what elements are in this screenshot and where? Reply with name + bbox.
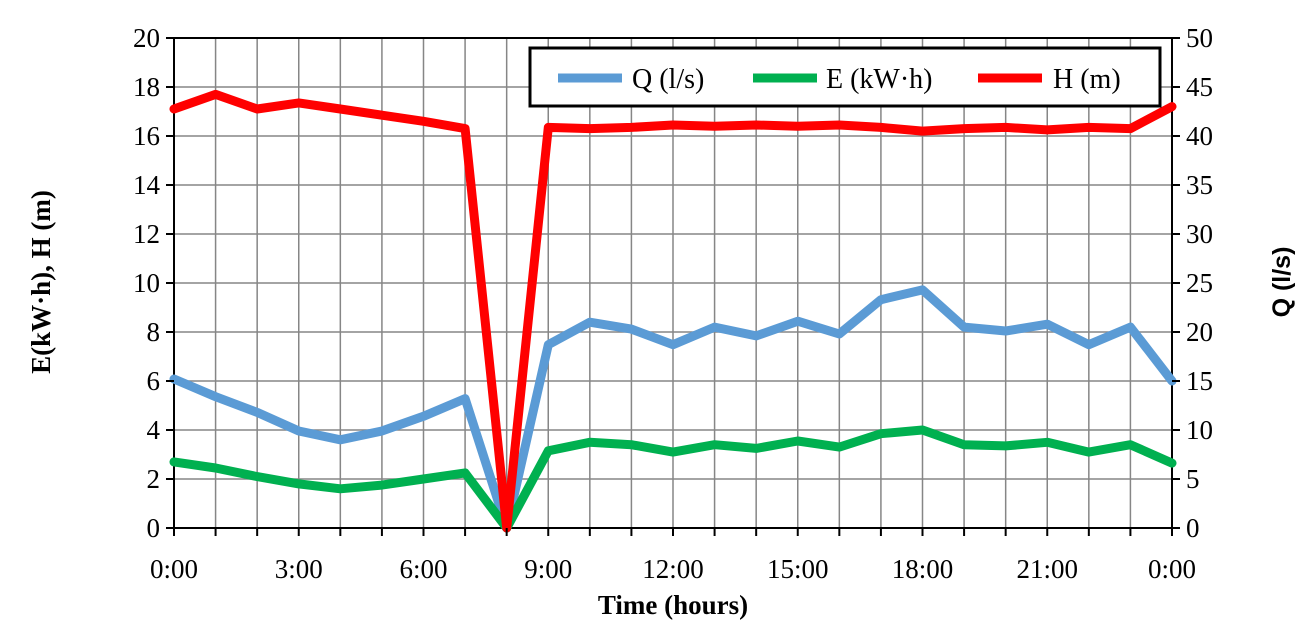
left-tick-label: 0	[147, 513, 161, 543]
left-tick-label: 16	[133, 121, 160, 151]
x-tick-label: 12:00	[642, 554, 704, 584]
left-tick-label: 12	[133, 219, 160, 249]
legend-label-e: E (kW·h)	[826, 64, 933, 95]
left-tick-label: 8	[147, 317, 161, 347]
series-line-e	[169, 425, 1177, 533]
legend-label-h: H (m)	[1053, 64, 1121, 95]
x-tick-label: 0:00	[150, 554, 198, 584]
right-tick-label: 0	[1186, 513, 1200, 543]
series-line-h	[169, 89, 1177, 533]
legend-box	[528, 46, 1162, 108]
right-tick-label: 40	[1186, 121, 1213, 151]
right-axis-ticks: 0 5 10 15 20 25 30 35 40 45 50	[1172, 23, 1213, 543]
left-axis-ticks: 0 2 4 6 8 10 12 14 16 18 20	[133, 23, 174, 543]
x-tick-label: 15:00	[767, 554, 829, 584]
right-tick-label: 5	[1186, 464, 1200, 494]
left-tick-label: 2	[147, 464, 161, 494]
left-tick-label: 18	[133, 72, 160, 102]
x-tick-label: 18:00	[892, 554, 954, 584]
right-tick-label: 10	[1186, 415, 1213, 445]
right-tick-label: 25	[1186, 268, 1213, 298]
left-tick-label: 6	[147, 366, 161, 396]
x-axis-ticks: 0:00 3:00 6:00 9:00 12:00 15:00 18:00 21:00 0:00	[150, 528, 1196, 584]
left-tick-label: 10	[133, 268, 160, 298]
legend: Q (l/s) E (kW·h) H (m)	[528, 46, 1162, 108]
x-tick-label: 0:00	[1148, 554, 1196, 584]
right-axis-title: Q (l/s)	[1268, 247, 1296, 318]
x-tick-label: 3:00	[275, 554, 323, 584]
left-tick-label: 4	[147, 415, 161, 445]
right-tick-label: 50	[1186, 23, 1213, 53]
left-tick-label: 14	[133, 170, 161, 200]
right-tick-label: 15	[1186, 366, 1213, 396]
x-tick-label: 9:00	[524, 554, 572, 584]
x-tick-label: 21:00	[1016, 554, 1078, 584]
right-tick-label: 45	[1186, 72, 1213, 102]
series-lines	[169, 89, 1177, 533]
x-axis-title: Time (hours)	[598, 590, 748, 620]
left-axis-title: E(kW·h), H (m)	[26, 190, 56, 374]
series-line-q	[169, 285, 1177, 533]
right-tick-label: 30	[1186, 219, 1213, 249]
right-tick-label: 35	[1186, 170, 1213, 200]
left-tick-label: 20	[133, 23, 160, 53]
x-tick-label: 6:00	[399, 554, 447, 584]
right-tick-label: 20	[1186, 317, 1213, 347]
legend-label-q: Q (l/s)	[632, 64, 704, 95]
